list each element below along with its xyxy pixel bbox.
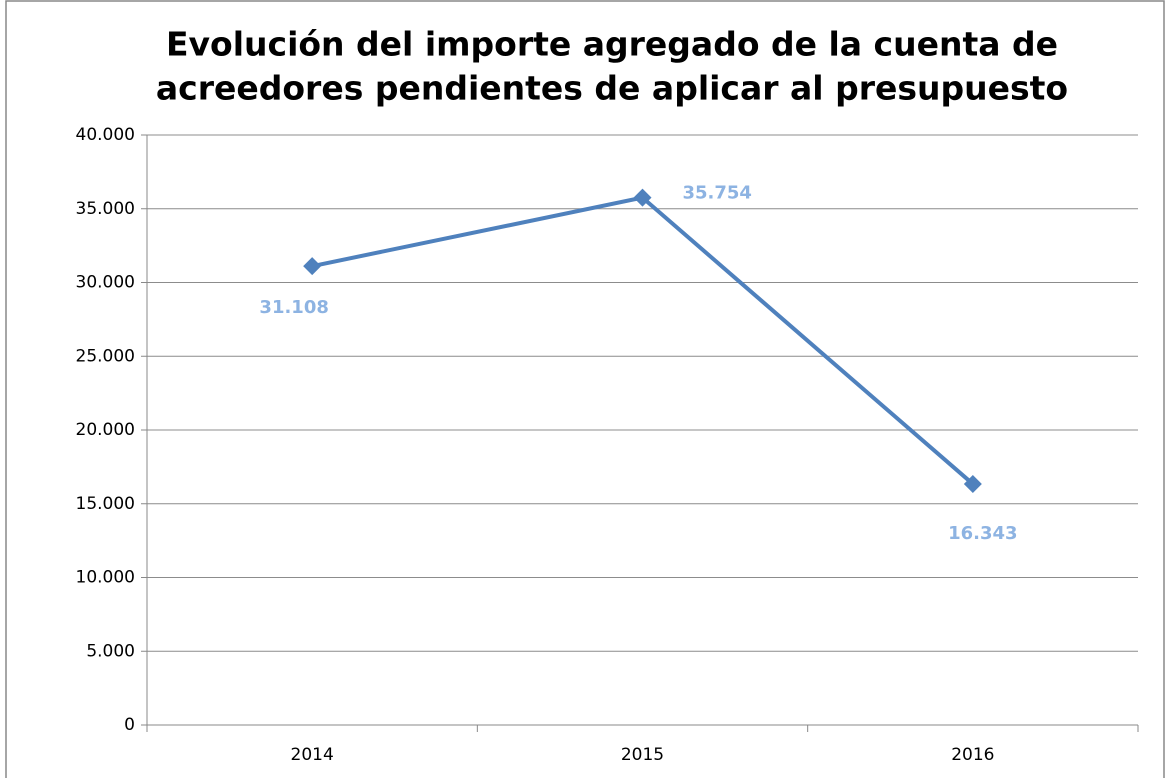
- y-tick-label: 35.000: [76, 199, 135, 219]
- y-tick-label: 20.000: [76, 420, 135, 440]
- y-tick-label: 0: [124, 715, 135, 735]
- y-tick-label: 10.000: [76, 568, 135, 588]
- marker: [633, 188, 652, 207]
- y-tick-label: 40.000: [76, 125, 135, 145]
- y-tick-label: 5.000: [86, 641, 135, 661]
- marker: [303, 257, 322, 276]
- x-tick-label: 2015: [621, 745, 664, 765]
- y-tick-label: 15.000: [76, 494, 135, 514]
- x-tick-label: 2016: [951, 745, 994, 765]
- data-label: 31.108: [259, 297, 328, 318]
- data-label: 16.343: [948, 523, 1017, 544]
- y-tick-label: 30.000: [76, 273, 135, 293]
- marker: [963, 474, 982, 493]
- chart-frame: [5, 0, 1165, 778]
- chart-title: acreedores pendientes de aplicar al pres…: [156, 69, 1068, 108]
- y-tick-label: 25.000: [76, 346, 135, 366]
- data-label: 35.754: [683, 183, 752, 204]
- chart-title: Evolución del importe agregado de la cue…: [166, 25, 1058, 64]
- x-tick-label: 2014: [291, 745, 334, 765]
